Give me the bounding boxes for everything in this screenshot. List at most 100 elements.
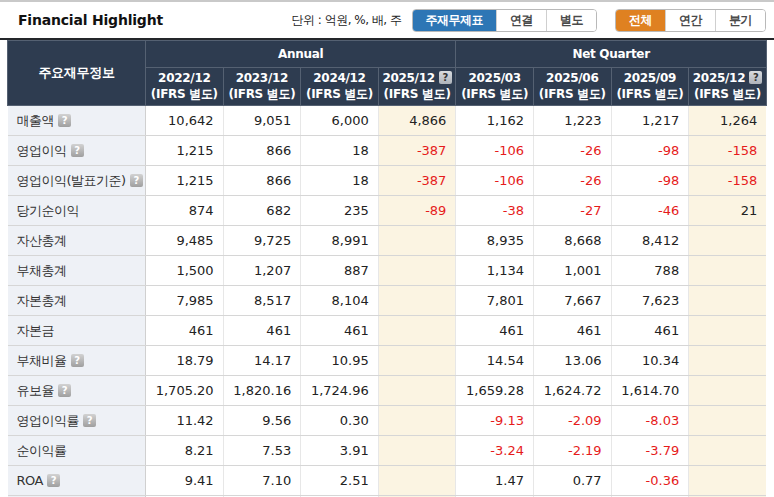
value-cell: [689, 436, 767, 466]
value-cell: 461: [146, 316, 224, 346]
value-cell: 8,517: [223, 286, 301, 316]
value-cell: -387: [378, 136, 456, 166]
value-cell: 8,104: [301, 286, 379, 316]
metric-label-text: 자본총계: [17, 293, 67, 308]
value-cell: 8.21: [146, 436, 224, 466]
value-cell: -89: [378, 196, 456, 226]
value-cell: 1,001: [533, 256, 611, 286]
column-period: 2025/06: [546, 71, 598, 85]
value-cell: 9,725: [223, 226, 301, 256]
period-tab-1[interactable]: 연간: [665, 10, 715, 31]
value-cell: 18: [301, 136, 379, 166]
value-cell: -98: [611, 166, 689, 196]
value-cell: 14.17: [223, 346, 301, 376]
help-icon[interactable]: ?: [58, 114, 71, 127]
metric-label: 매출액?: [8, 106, 146, 136]
value-cell: 1,500: [146, 256, 224, 286]
metric-label-text: 순이익률: [17, 443, 67, 458]
metric-label: 자본금: [8, 316, 146, 346]
value-cell: 2.51: [301, 466, 379, 496]
help-icon[interactable]: ?: [71, 354, 84, 367]
table-row-5: 부채총계1,5001,2078871,1341,001788: [8, 256, 767, 286]
value-cell: 1,624.72: [533, 376, 611, 406]
metric-label-text: 유보율: [17, 383, 55, 398]
value-cell: 9,051: [223, 106, 301, 136]
value-cell: 1,705.20: [146, 376, 224, 406]
value-cell: [378, 316, 456, 346]
column-period: 2025/12: [382, 71, 434, 85]
value-cell: 1,264: [689, 106, 767, 136]
value-cell: 1,659.28: [456, 376, 534, 406]
value-cell: 8,935: [456, 226, 534, 256]
value-cell: 1,614.70: [611, 376, 689, 406]
period-tab-0[interactable]: 전체: [616, 10, 665, 31]
statement-tab-0[interactable]: 주재무제표: [413, 10, 497, 31]
value-cell: [378, 226, 456, 256]
value-cell: 1,223: [533, 106, 611, 136]
period-tab-group: 전체연간분기: [615, 9, 766, 32]
financial-highlight-table: 주요재무정보 Annual Net Quarter 2022/12(IFRS 별…: [7, 40, 767, 497]
value-cell: [378, 406, 456, 436]
table-row-12: ROA?9.417.102.511.470.77-0.36: [8, 466, 767, 496]
metric-label-text: 자본금: [17, 323, 55, 338]
statement-tab-group: 주재무제표연결별도: [412, 9, 598, 32]
metric-label-text: 자산총계: [17, 233, 67, 248]
value-cell: [378, 466, 456, 496]
value-cell: 866: [223, 166, 301, 196]
metric-label: 유보율?: [8, 376, 146, 406]
metric-label: 당기순이익: [8, 196, 146, 226]
help-icon[interactable]: ?: [58, 384, 71, 397]
value-cell: -3.79: [611, 436, 689, 466]
column-header-2025-03: 2025/03(IFRS 별도): [456, 68, 534, 106]
value-cell: 14.54: [456, 346, 534, 376]
value-cell: -0.36: [611, 466, 689, 496]
column-period: 2025/12: [693, 71, 745, 85]
table-row-6: 자본총계7,9858,5178,1047,8017,6677,623: [8, 286, 767, 316]
value-cell: 1,724.96: [301, 376, 379, 406]
value-cell: -8.03: [611, 406, 689, 436]
metric-label: 부채총계: [8, 256, 146, 286]
value-cell: 1,207: [223, 256, 301, 286]
table-row-3: 당기순이익874682235-89-38-27-4621: [8, 196, 767, 226]
unit-label: 단위 : 억원, %, 배, 주: [292, 12, 402, 29]
value-cell: 18.79: [146, 346, 224, 376]
page-title: Financial Highlight: [18, 12, 163, 28]
group-header-net-quarter: Net Quarter: [456, 41, 766, 68]
value-cell: 7,667: [533, 286, 611, 316]
value-cell: [378, 346, 456, 376]
value-cell: 3.91: [301, 436, 379, 466]
column-basis: (IFRS 별도): [689, 87, 766, 103]
value-cell: 7.10: [223, 466, 301, 496]
help-icon[interactable]: ?: [47, 474, 60, 487]
column-period: 2025/09: [624, 71, 676, 85]
value-cell: 8,991: [301, 226, 379, 256]
help-icon[interactable]: ?: [130, 174, 143, 187]
statement-tab-2[interactable]: 별도: [546, 10, 596, 31]
value-cell: 1,820.16: [223, 376, 301, 406]
metric-label: 부채비율?: [8, 346, 146, 376]
period-tab-2[interactable]: 분기: [715, 10, 765, 31]
metric-label-text: 부채비율: [17, 353, 67, 368]
value-cell: 11.42: [146, 406, 224, 436]
column-header-2025-06: 2025/06 (IFRS 별도): [533, 68, 611, 106]
metric-label: 자산총계: [8, 226, 146, 256]
table-row-10: 영업이익률?11.429.560.30-9.13-2.09-8.03: [8, 406, 767, 436]
column-basis: (IFRS 별도): [612, 87, 689, 103]
help-icon[interactable]: ?: [439, 71, 452, 84]
value-cell: [689, 286, 767, 316]
group-header-annual: Annual: [146, 41, 456, 68]
column-basis: (IFRS 별도): [379, 87, 456, 103]
value-cell: 1.47: [456, 466, 534, 496]
value-cell: [378, 376, 456, 406]
help-icon[interactable]: ?: [71, 144, 84, 157]
statement-tab-1[interactable]: 연결: [496, 10, 546, 31]
help-icon[interactable]: ?: [83, 414, 96, 427]
value-cell: -158: [689, 136, 767, 166]
column-period: 2023/12: [236, 71, 288, 85]
column-basis: (IFRS 별도): [534, 87, 611, 103]
value-cell: -46: [611, 196, 689, 226]
value-cell: 10.34: [611, 346, 689, 376]
help-icon[interactable]: ?: [749, 71, 762, 84]
value-cell: -98: [611, 136, 689, 166]
value-cell: [689, 466, 767, 496]
